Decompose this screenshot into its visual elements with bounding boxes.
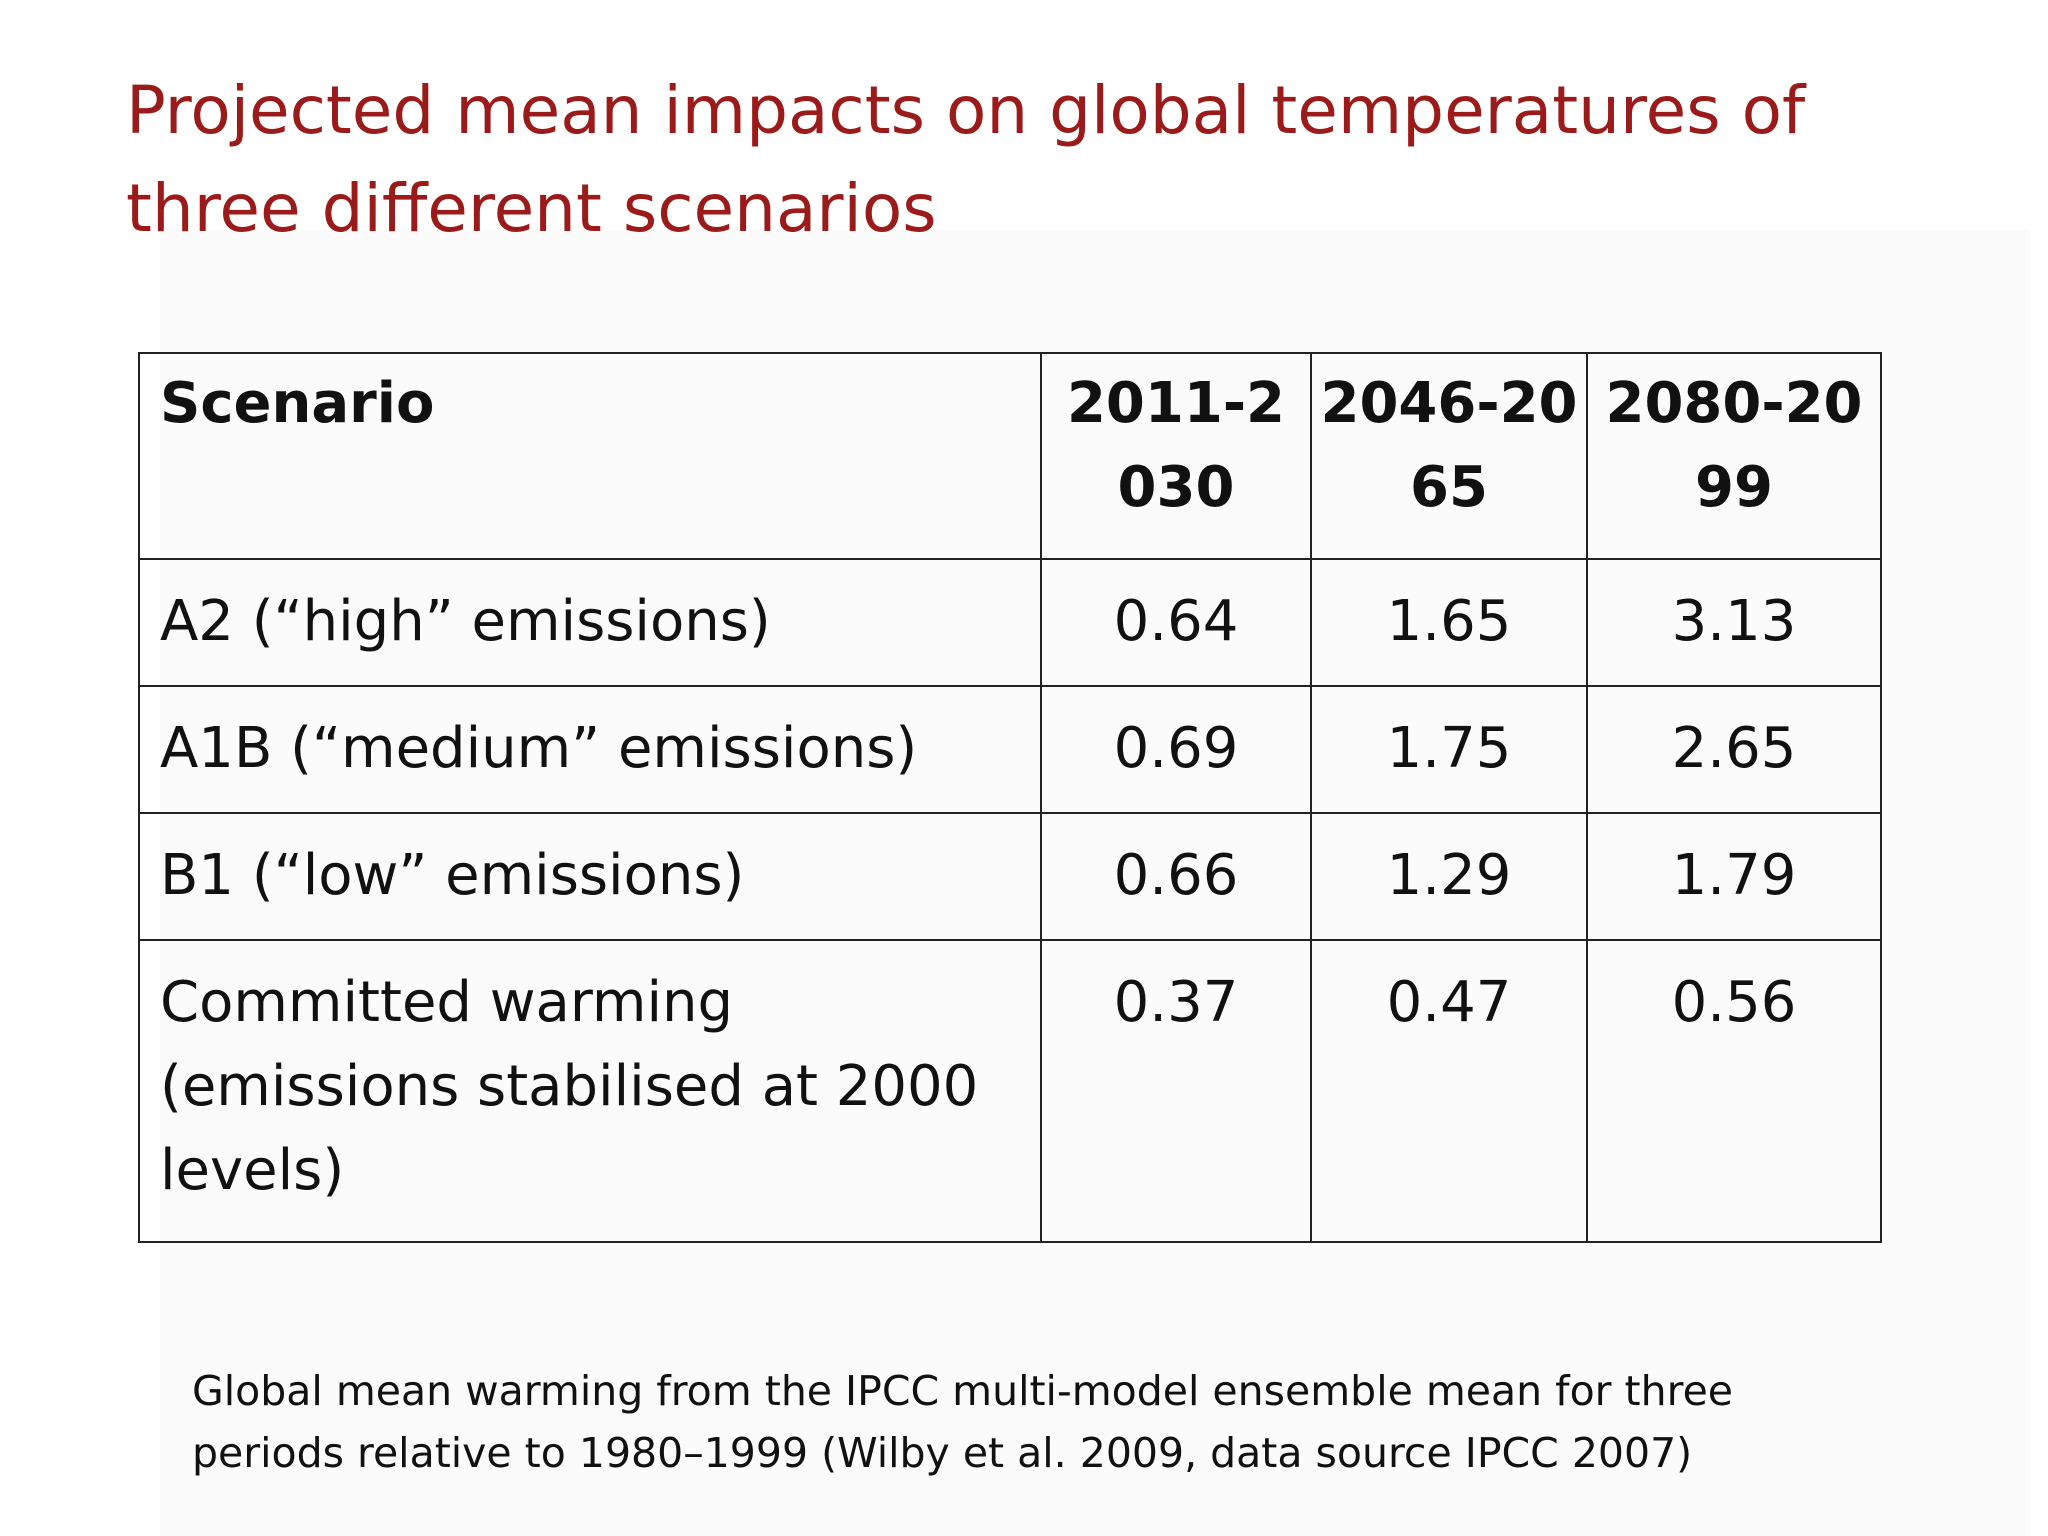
column-header-period-3: 2080-20 99	[1586, 352, 1882, 560]
table-row: A2 (“high” emissions) 0.64 1.65 3.13	[138, 558, 1882, 687]
table-row: B1 (“low” emissions) 0.66 1.29 1.79	[138, 812, 1882, 941]
scenario-label-line: levels)	[160, 1138, 345, 1203]
table-cell-value: 0.47	[1310, 939, 1588, 1243]
table-cell-value: 0.69	[1040, 685, 1312, 814]
caption-line-2: periods relative to 1980–1999 (Wilby et …	[192, 1429, 1693, 1477]
warming-table: Scenario 2011-2 030 2046-20 65 2080-20 9…	[138, 352, 1882, 1243]
table-cell-value: 0.37	[1040, 939, 1312, 1243]
scenario-label-line: Committed warming	[160, 970, 734, 1035]
column-header-period-1-line-2: 030	[1117, 455, 1235, 520]
column-header-period-2-line-2: 65	[1410, 455, 1488, 520]
table-caption: Global mean warming from the IPCC multi-…	[192, 1360, 1892, 1484]
table-row: Committed warming (emissions stabilised …	[138, 939, 1882, 1243]
scenario-label: Committed warming (emissions stabilised …	[138, 939, 1042, 1243]
column-header-period-1: 2011-2 030	[1040, 352, 1312, 560]
scenario-label-line: A1B (“medium” emissions)	[160, 716, 918, 781]
table-header-row: Scenario 2011-2 030 2046-20 65 2080-20 9…	[138, 352, 1882, 560]
scenario-label-line: (emissions stabilised at 2000	[160, 1054, 979, 1119]
slide-title-line-1: Projected mean impacts on global tempera…	[126, 72, 1806, 149]
column-header-period-2-line-1: 2046-20	[1320, 371, 1578, 436]
table-cell-value: 0.66	[1040, 812, 1312, 941]
caption-line-1: Global mean warming from the IPCC multi-…	[192, 1367, 1734, 1415]
column-header-scenario: Scenario	[138, 352, 1042, 560]
table-cell-value: 2.65	[1586, 685, 1882, 814]
table-cell-value: 1.65	[1310, 558, 1588, 687]
slide-title-line-2: three different scenarios	[126, 170, 937, 247]
column-header-period-2: 2046-20 65	[1310, 352, 1588, 560]
table-cell-value: 3.13	[1586, 558, 1882, 687]
column-header-period-3-line-1: 2080-20	[1605, 371, 1863, 436]
slide-title: Projected mean impacts on global tempera…	[126, 62, 1926, 258]
column-header-period-1-line-1: 2011-2	[1066, 371, 1286, 436]
table-cell-value: 0.56	[1586, 939, 1882, 1243]
scenario-label: B1 (“low” emissions)	[138, 812, 1042, 941]
table-cell-value: 1.29	[1310, 812, 1588, 941]
table-row: A1B (“medium” emissions) 0.69 1.75 2.65	[138, 685, 1882, 814]
table-cell-value: 1.75	[1310, 685, 1588, 814]
table-cell-value: 0.64	[1040, 558, 1312, 687]
scenario-label: A1B (“medium” emissions)	[138, 685, 1042, 814]
scenario-label-line: A2 (“high” emissions)	[160, 589, 771, 654]
column-header-period-3-line-2: 99	[1695, 455, 1773, 520]
table-cell-value: 1.79	[1586, 812, 1882, 941]
scenario-label: A2 (“high” emissions)	[138, 558, 1042, 687]
scenario-label-line: B1 (“low” emissions)	[160, 843, 745, 908]
